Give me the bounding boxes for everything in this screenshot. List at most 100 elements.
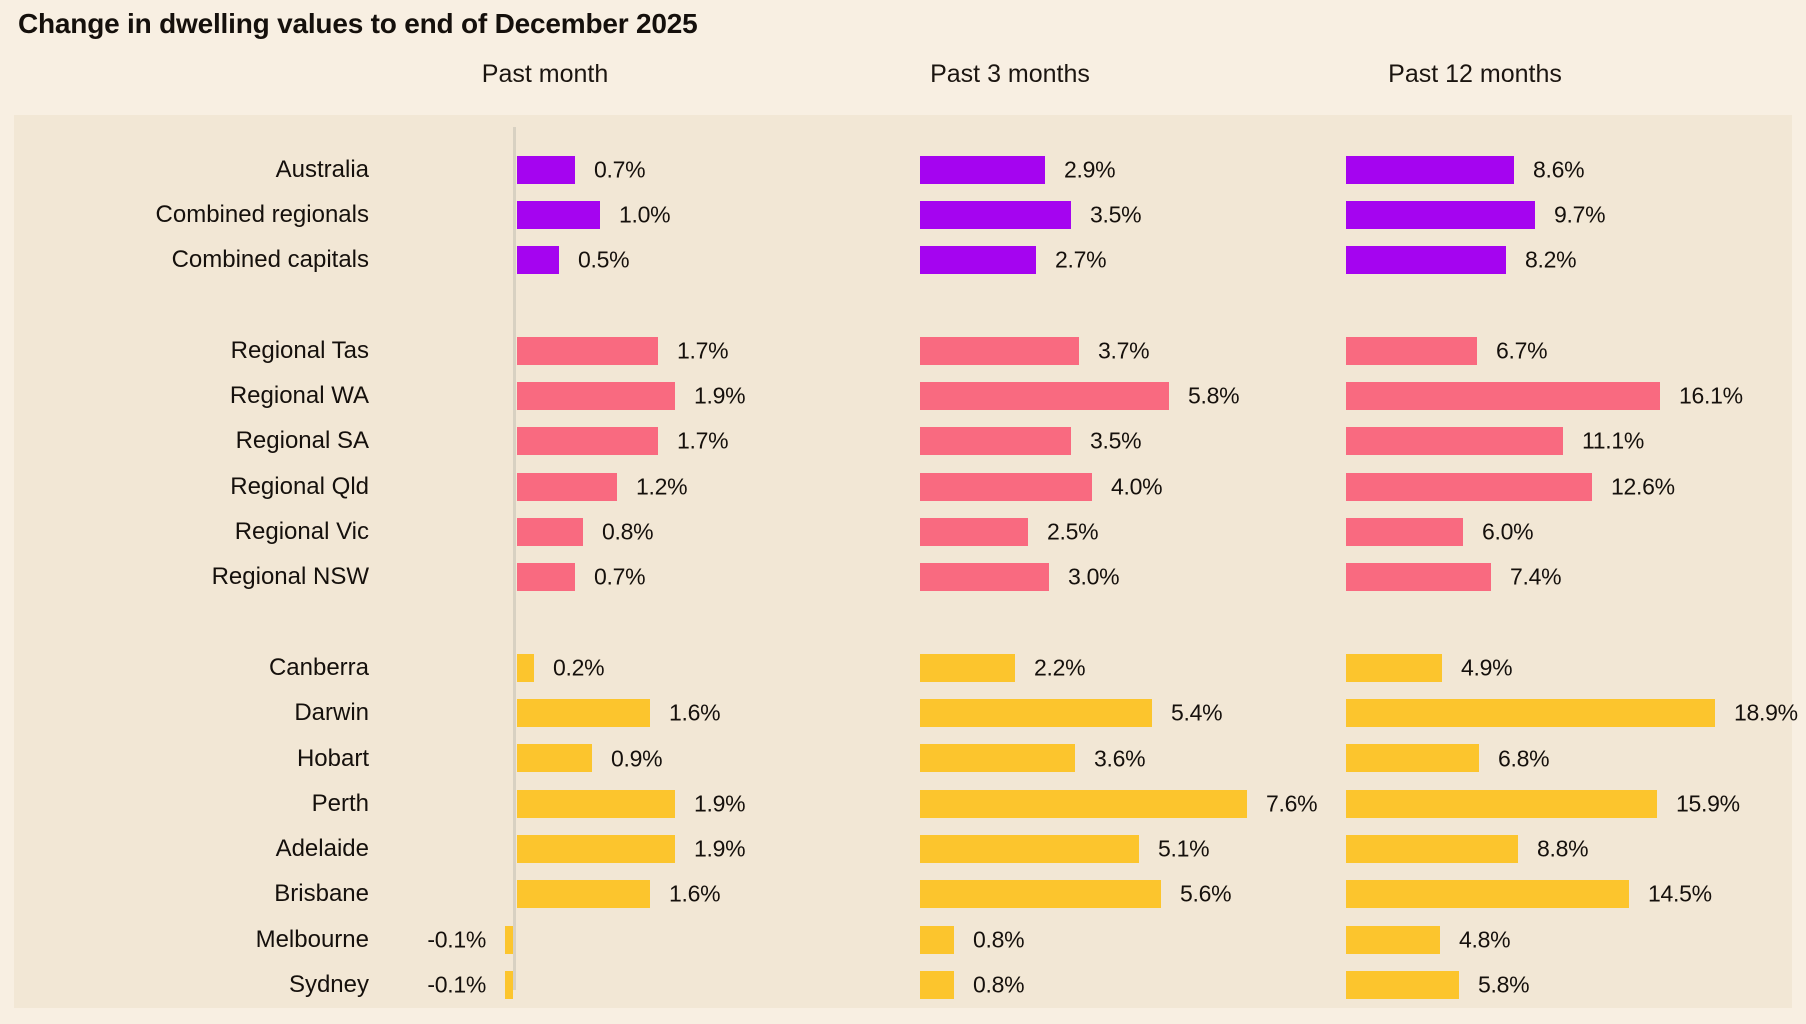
baseline-axis bbox=[513, 127, 516, 990]
value-bar-past-12-months bbox=[1346, 472, 1592, 501]
value-label-past-12-months: 6.8% bbox=[1498, 745, 1550, 771]
value-bar-past-3-months bbox=[920, 472, 1092, 501]
value-label-past-3-months: 3.6% bbox=[1094, 745, 1146, 771]
value-bar-past-month bbox=[517, 155, 575, 184]
value-label-past-month: 0.8% bbox=[602, 518, 654, 545]
category-label: Sydney bbox=[288, 970, 369, 998]
value-bar-past-month bbox=[517, 653, 534, 682]
value-bar-past-3-months bbox=[920, 653, 1015, 682]
value-label-past-12-months: 6.0% bbox=[1482, 518, 1534, 545]
value-bar-past-3-months bbox=[920, 699, 1152, 728]
value-bar-past-month bbox=[517, 427, 658, 456]
value-bar-past-month bbox=[517, 200, 600, 229]
column-header-past-12-months: Past 12 months bbox=[1388, 60, 1562, 88]
value-bar-past-12-months bbox=[1346, 517, 1463, 546]
group-gap bbox=[14, 600, 1792, 645]
value-label-past-month: 1.9% bbox=[694, 790, 746, 817]
value-bar-past-3-months bbox=[920, 200, 1071, 229]
value-label-past-month: 1.7% bbox=[677, 427, 729, 454]
value-label-past-12-months: 16.1% bbox=[1679, 382, 1743, 409]
chart-rows: Australia 0.7% 2.9% 8.6% Combined regionals 1… bbox=[14, 147, 1798, 1008]
column-header-past-month: Past month bbox=[481, 60, 609, 88]
category-label: Regional Vic bbox=[234, 518, 369, 546]
value-bar-past-12-months bbox=[1346, 563, 1491, 592]
category-label: Combined capitals bbox=[171, 246, 369, 274]
category-label: Regional Qld bbox=[230, 472, 369, 500]
value-bar-past-3-months bbox=[920, 155, 1045, 184]
value-bar-past-month bbox=[517, 699, 650, 728]
category-label: Regional SA bbox=[235, 427, 369, 455]
category-label: Canberra bbox=[268, 653, 369, 681]
value-label-past-3-months: 4.0% bbox=[1111, 473, 1163, 500]
value-label-past-12-months: 15.9% bbox=[1676, 790, 1740, 817]
row-regional-nsw: Regional NSW 0.7% 3.0% 7.4% bbox=[14, 555, 1792, 600]
value-label-past-12-months: 18.9% bbox=[1734, 699, 1798, 726]
value-label-past-3-months: 5.8% bbox=[1188, 382, 1240, 409]
value-bar-past-month bbox=[517, 789, 675, 818]
value-bar-past-12-months bbox=[1346, 200, 1535, 229]
value-bar-past-12-months bbox=[1346, 835, 1518, 864]
value-label-past-month: 0.2% bbox=[553, 654, 605, 681]
row-regional-wa: Regional WA 1.9% 5.8% 16.1% bbox=[14, 373, 1792, 418]
value-bar-past-month bbox=[517, 563, 575, 592]
value-label-past-3-months: 3.5% bbox=[1090, 201, 1142, 228]
value-label-past-month: 0.7% bbox=[594, 563, 646, 590]
value-label-past-month: 1.9% bbox=[694, 382, 746, 409]
value-label-past-12-months: 4.8% bbox=[1459, 926, 1511, 953]
value-label-past-3-months: 3.0% bbox=[1068, 563, 1120, 590]
value-label-past-3-months: 2.7% bbox=[1055, 246, 1107, 273]
value-bar-past-3-months bbox=[920, 970, 954, 999]
value-bar-past-12-months bbox=[1346, 246, 1506, 275]
row-regional-vic: Regional Vic 0.8% 2.5% 6.0% bbox=[14, 509, 1792, 554]
value-bar-past-3-months bbox=[920, 835, 1139, 864]
value-bar-past-month bbox=[517, 472, 617, 501]
chart-title: Change in dwelling values to end of Dece… bbox=[18, 8, 698, 39]
category-label: Darwin bbox=[294, 699, 369, 727]
row-combined-capitals: Combined capitals 0.5% 2.7% 8.2% bbox=[14, 238, 1792, 283]
category-label: Regional WA bbox=[229, 382, 369, 410]
value-bar-past-3-months bbox=[920, 517, 1028, 546]
value-label-past-3-months: 3.5% bbox=[1090, 427, 1142, 454]
column-header-past-3-months: Past 3 months bbox=[930, 60, 1090, 88]
row-combined-regionals: Combined regionals 1.0% 3.5% 9.7% bbox=[14, 192, 1792, 237]
value-label-past-3-months: 5.1% bbox=[1158, 835, 1210, 862]
value-label-past-3-months: 5.6% bbox=[1180, 880, 1232, 907]
value-bar-past-3-months bbox=[920, 880, 1161, 909]
value-label-past-12-months: 4.9% bbox=[1461, 654, 1513, 681]
category-label: Hobart bbox=[296, 744, 369, 772]
value-bar-past-3-months bbox=[920, 382, 1169, 411]
value-label-past-month: 0.9% bbox=[611, 745, 663, 771]
value-label-past-12-months: 6.7% bbox=[1496, 337, 1548, 364]
value-bar-past-month bbox=[517, 744, 592, 773]
value-bar-past-12-months bbox=[1346, 925, 1440, 954]
row-sydney: Sydney -0.1% 0.8% 5.8% bbox=[14, 962, 1792, 1007]
value-label-past-month: 1.9% bbox=[694, 835, 746, 862]
value-label-past-3-months: 0.8% bbox=[973, 926, 1025, 953]
value-bar-past-12-months bbox=[1346, 970, 1459, 999]
value-label-past-month: 1.2% bbox=[636, 473, 688, 500]
value-label-past-3-months: 0.8% bbox=[973, 971, 1025, 998]
value-label-past-12-months: 11.1% bbox=[1582, 427, 1645, 454]
value-bar-past-3-months bbox=[920, 246, 1036, 275]
value-label-past-3-months: 5.4% bbox=[1171, 699, 1223, 726]
chart-panel: Australia 0.7% 2.9% 8.6% Combined regionals 1… bbox=[14, 115, 1798, 1008]
value-label-past-12-months: 12.6% bbox=[1611, 473, 1675, 500]
value-label-past-3-months: 2.5% bbox=[1047, 518, 1099, 545]
category-label: Melbourne bbox=[255, 925, 369, 953]
row-regional-tas: Regional Tas 1.7% 3.7% 6.7% bbox=[14, 328, 1792, 373]
category-label: Regional Tas bbox=[230, 336, 369, 364]
value-label-past-12-months: 5.8% bbox=[1478, 971, 1530, 998]
value-bar-past-month bbox=[505, 970, 513, 999]
value-bar-past-month bbox=[517, 835, 675, 864]
value-bar-past-12-months bbox=[1346, 653, 1442, 682]
value-bar-past-12-months bbox=[1346, 336, 1477, 365]
value-bar-past-12-months bbox=[1346, 789, 1657, 818]
value-bar-past-12-months bbox=[1346, 880, 1629, 909]
value-label-past-month: 1.7% bbox=[677, 337, 729, 364]
category-label: Regional NSW bbox=[211, 563, 369, 591]
value-bar-past-month bbox=[517, 880, 650, 909]
value-label-past-3-months: 2.9% bbox=[1064, 156, 1116, 183]
value-bar-past-3-months bbox=[920, 789, 1247, 818]
value-label-past-12-months: 8.2% bbox=[1525, 246, 1577, 273]
